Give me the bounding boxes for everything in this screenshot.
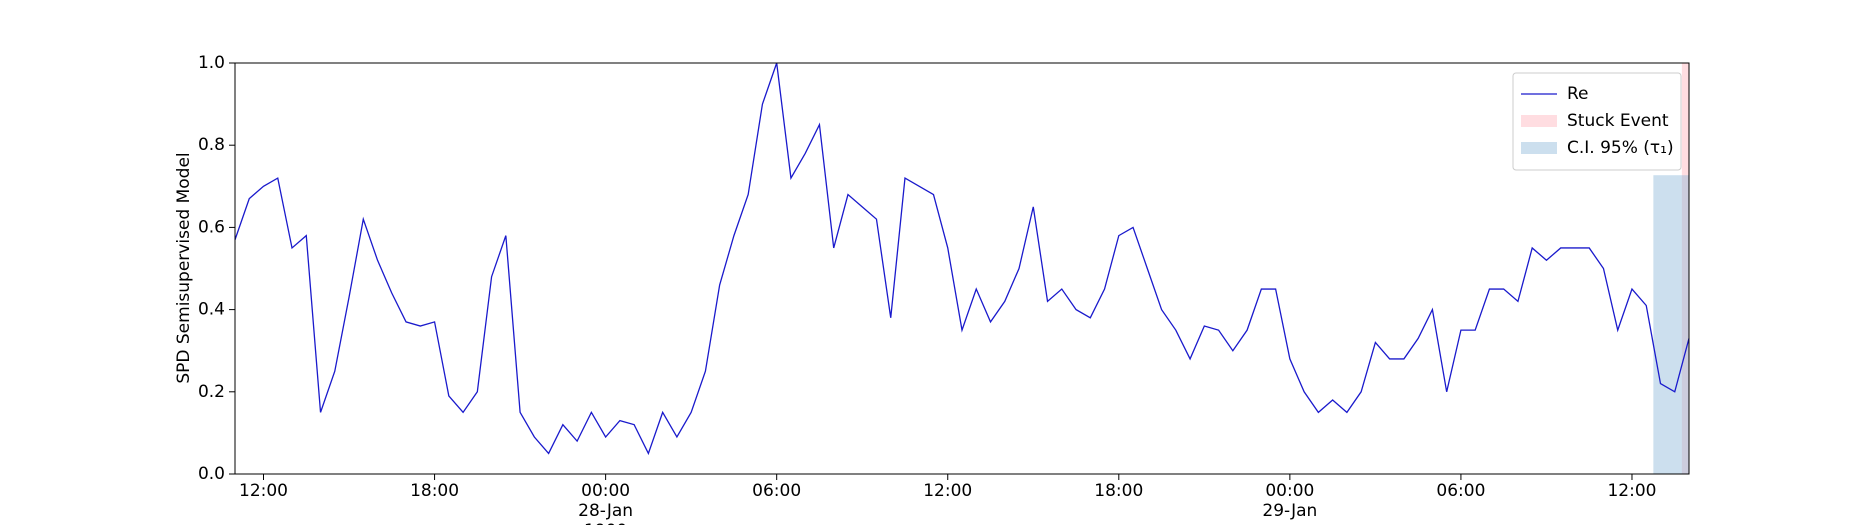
x-tick-label: 18:00 (1094, 481, 1143, 501)
y-tick-label: 1.0 (198, 53, 225, 73)
y-tick-label: 0.4 (198, 300, 225, 320)
x-tick-label: 12:00 (239, 481, 288, 501)
legend-box (1512, 72, 1682, 171)
y-axis-label: SPD Semisupervised Model (174, 152, 194, 383)
span (1681, 63, 1689, 474)
legend-label: Re (1567, 84, 1589, 104)
legend: Re Stuck Event C.I. 95% (τ₁) (1512, 72, 1682, 171)
legend-swatch (1521, 115, 1557, 127)
x-tick-label: 06:00 (752, 481, 801, 501)
legend-label: C.I. 95% (τ₁) (1567, 138, 1674, 158)
x-tick-label: 12:00 (923, 481, 972, 501)
legend-swatch (1521, 142, 1557, 154)
x-tick-label: 18:00 (410, 481, 459, 501)
y-tick-label: 0.2 (198, 382, 225, 402)
y-tick-label: 0.0 (198, 464, 225, 484)
y-tick-label: 0.6 (198, 217, 225, 237)
legend-label: Stuck Event (1567, 111, 1669, 131)
span (1653, 175, 1689, 474)
y-tick-label: 0.8 (198, 135, 225, 155)
x-tick-label: 00:00 29-Jan (1262, 481, 1317, 521)
x-tick-label: 06:00 (1436, 481, 1485, 501)
plot-frame (234, 62, 1690, 475)
x-tick-label: 12:00 (1607, 481, 1656, 501)
line (234, 62, 1690, 456)
